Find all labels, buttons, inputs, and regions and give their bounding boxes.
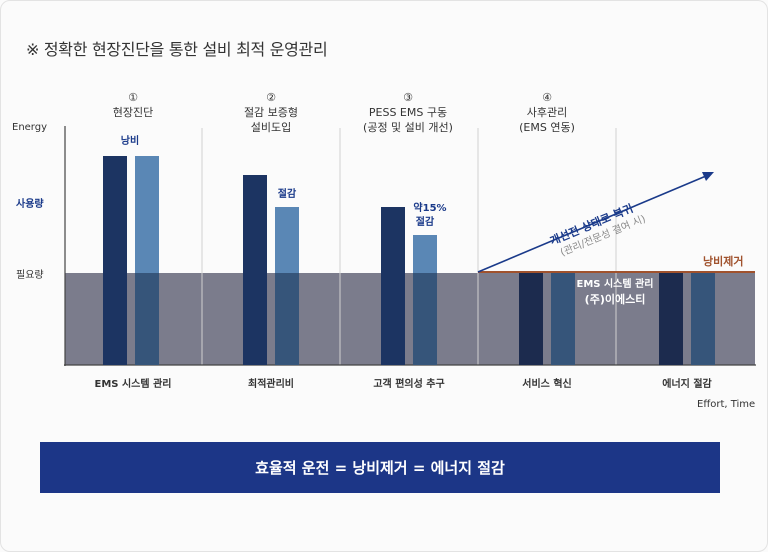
step-number: ④ (542, 91, 552, 104)
bottom-label: 고객 편의성 추구 (373, 379, 445, 390)
arrow-head-icon (702, 172, 714, 181)
y-label-usage: 사용량 (16, 199, 44, 210)
step-title: 사후관리 (526, 106, 568, 119)
step-1-header: ① 현장진단 (83, 90, 183, 120)
step-4-header: ④ 사후관리 (EMS 연동) (497, 90, 597, 135)
saving-label: 절감 (415, 217, 435, 228)
bar-waste (135, 156, 159, 273)
bottom-label: EMS 시스템 관리 (94, 379, 172, 390)
bottom-label: 서비스 혁신 (522, 379, 572, 390)
bar-saving (275, 207, 299, 273)
step-subtitle: (EMS 연동) (519, 121, 575, 134)
step-title: PESS EMS 구동 (368, 106, 448, 119)
step-number: ① (128, 91, 138, 104)
bar-usage (103, 156, 127, 365)
bar-usage (381, 207, 405, 365)
bar-usage (551, 273, 575, 365)
required-band (65, 273, 755, 365)
bottom-label: 에너지 절감 (662, 379, 712, 390)
bar-saving-lower (275, 273, 299, 365)
saving-label: 절감 (277, 189, 297, 200)
bar-waste-lower (135, 273, 159, 365)
step-2-header: ② 절감 보증형 설비도입 (216, 90, 326, 135)
step-number: ② (266, 91, 276, 104)
bar-usage (691, 273, 715, 365)
summary-banner: 효율적 운전 = 낭비제거 = 에너지 절감 (40, 442, 720, 493)
bottom-label: 최적관리비 (248, 379, 294, 390)
page-title: ※ 정확한 현장진단을 통한 설비 최적 운영관리 (26, 40, 328, 59)
waste-label: 낭비 (120, 136, 140, 147)
step-3-header: ③ PESS EMS 구동 (공정 및 설비 개선) (348, 90, 468, 135)
step-number: ③ (403, 91, 413, 104)
bar-saving (413, 235, 437, 273)
bar-saving-lower (413, 273, 437, 365)
y-label-energy: Energy (12, 122, 48, 133)
y-label-required: 필요량 (16, 270, 44, 281)
step-title: 현장진단 (112, 106, 154, 119)
step-subtitle: 설비도입 (250, 121, 292, 134)
x-axis-label: Effort, Time (697, 399, 756, 410)
step-title: 절감 보증형 (243, 106, 299, 119)
bar-usage (243, 175, 267, 365)
bar-usage (519, 273, 543, 365)
about15-label: 약15% (413, 203, 447, 214)
trend-arrow (477, 175, 707, 273)
bar-usage (659, 273, 683, 365)
waste-removal-label: 낭비제거 (703, 255, 744, 268)
ems-management-label: EMS 시스템 관리 (576, 279, 654, 290)
step-subtitle: (공정 및 설비 개선) (363, 121, 453, 134)
company-label: (주)이에스티 (584, 293, 646, 306)
